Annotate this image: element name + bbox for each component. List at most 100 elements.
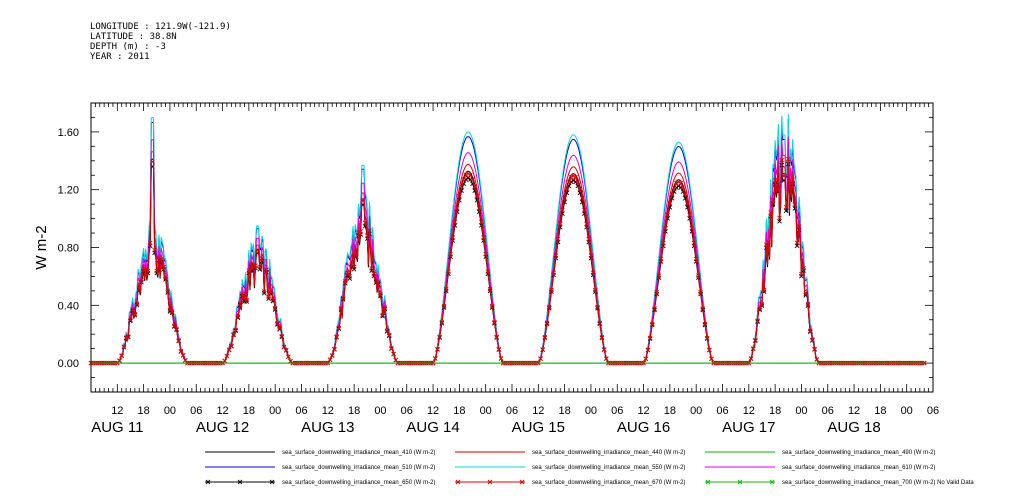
series-marker bbox=[334, 334, 339, 339]
legend-label: sea_surface_downwelling_irradiance_mean_… bbox=[532, 480, 685, 486]
series-marker bbox=[432, 356, 438, 361]
x-tick-label: 12 bbox=[848, 405, 860, 417]
series-marker bbox=[814, 357, 820, 362]
series-marker bbox=[132, 311, 138, 317]
x-date-label: AUG 18 bbox=[827, 419, 880, 436]
series-marker bbox=[176, 338, 182, 343]
x-tick-label: 18 bbox=[348, 405, 360, 417]
series-marker bbox=[158, 257, 164, 262]
x-tick-label: 00 bbox=[480, 405, 492, 417]
legend-marker bbox=[487, 479, 493, 485]
series-marker bbox=[393, 357, 399, 363]
series-marker bbox=[665, 216, 671, 221]
metadata-block: LONGITUDE : 121.9W(-121.9) LATITUDE : 38… bbox=[90, 22, 231, 62]
series-marker bbox=[439, 320, 445, 325]
series-marker bbox=[266, 294, 271, 300]
legend-item: sea_surface_downwelling_irradiance_mean_… bbox=[205, 479, 435, 486]
year-text: YEAR : 2011 bbox=[90, 52, 150, 62]
series-marker bbox=[551, 270, 556, 276]
series-marker bbox=[492, 320, 497, 325]
series-marker bbox=[757, 306, 763, 311]
series-marker bbox=[461, 176, 467, 182]
series-marker bbox=[483, 251, 489, 257]
series-marker bbox=[169, 309, 175, 315]
series-marker bbox=[389, 346, 394, 351]
series-marker bbox=[603, 356, 609, 361]
series-marker bbox=[772, 177, 778, 183]
series-marker bbox=[597, 320, 603, 326]
series-marker bbox=[244, 299, 250, 304]
x-tick-label: 00 bbox=[269, 405, 281, 417]
series-marker bbox=[139, 277, 144, 283]
series-marker bbox=[161, 264, 166, 270]
series-marker bbox=[358, 228, 364, 234]
series-marker bbox=[266, 296, 271, 301]
legend-marker bbox=[237, 479, 243, 485]
series-marker bbox=[454, 209, 460, 215]
series-marker bbox=[364, 233, 370, 238]
series-marker bbox=[573, 175, 578, 180]
series-marker bbox=[253, 263, 258, 268]
series-marker bbox=[577, 186, 583, 191]
series-marker bbox=[259, 256, 265, 261]
series-line-1 bbox=[91, 149, 925, 364]
series-marker bbox=[792, 202, 798, 207]
series-marker bbox=[781, 173, 787, 179]
series-marker bbox=[676, 183, 681, 189]
series-marker bbox=[450, 235, 456, 240]
series-marker bbox=[375, 280, 381, 285]
series-marker bbox=[468, 172, 473, 178]
series-marker bbox=[452, 219, 458, 225]
series-marker bbox=[279, 333, 285, 339]
series-marker bbox=[226, 347, 232, 353]
series-marker bbox=[336, 325, 342, 331]
series-marker bbox=[748, 356, 754, 361]
series-marker bbox=[544, 320, 550, 326]
legend-item: sea_surface_downwelling_irradiance_mean_… bbox=[455, 465, 685, 471]
x-tick-label: 18 bbox=[138, 405, 150, 417]
series-marker bbox=[707, 347, 712, 353]
series-marker bbox=[463, 172, 469, 178]
series-marker bbox=[680, 185, 686, 190]
plot-frame bbox=[90, 102, 934, 393]
series-line-4 bbox=[91, 114, 925, 364]
x-tick-label: 12 bbox=[427, 405, 439, 417]
x-tick-label: 18 bbox=[664, 405, 676, 417]
series-marker bbox=[222, 358, 228, 364]
series-marker bbox=[582, 207, 587, 213]
series-marker bbox=[255, 248, 260, 253]
x-tick-label: 06 bbox=[611, 405, 623, 417]
series-marker bbox=[755, 318, 760, 324]
series-marker bbox=[645, 347, 651, 353]
legend-item: sea_surface_downwelling_irradiance_mean_… bbox=[705, 465, 935, 471]
x-date-label: AUG 11 bbox=[91, 419, 143, 436]
legend-item: sea_surface_downwelling_irradiance_mean_… bbox=[205, 465, 435, 471]
series-marker bbox=[588, 253, 594, 258]
series-marker bbox=[478, 219, 484, 225]
series-marker bbox=[571, 178, 576, 183]
series-line-0 bbox=[91, 156, 925, 364]
series-marker bbox=[347, 274, 353, 279]
series-marker bbox=[121, 344, 127, 350]
series-marker bbox=[650, 321, 655, 327]
series-marker bbox=[643, 356, 649, 362]
series-marker bbox=[702, 321, 708, 327]
series-marker bbox=[231, 332, 236, 337]
series-marker bbox=[770, 197, 776, 203]
x-tick-label: 12 bbox=[637, 405, 649, 417]
series-marker bbox=[553, 253, 559, 258]
series-marker bbox=[130, 307, 135, 312]
series-marker bbox=[229, 343, 234, 349]
series-marker bbox=[663, 225, 668, 231]
series-marker bbox=[750, 346, 756, 351]
series-marker bbox=[562, 195, 567, 201]
series-marker bbox=[145, 268, 151, 274]
series-marker bbox=[459, 184, 464, 189]
series-marker bbox=[487, 286, 493, 292]
series-marker bbox=[476, 205, 482, 211]
series-marker bbox=[796, 224, 802, 229]
x-date-label: AUG 13 bbox=[301, 419, 354, 436]
series-marker bbox=[182, 357, 188, 363]
x-tick-label: 06 bbox=[716, 405, 728, 417]
series-marker bbox=[599, 334, 605, 340]
